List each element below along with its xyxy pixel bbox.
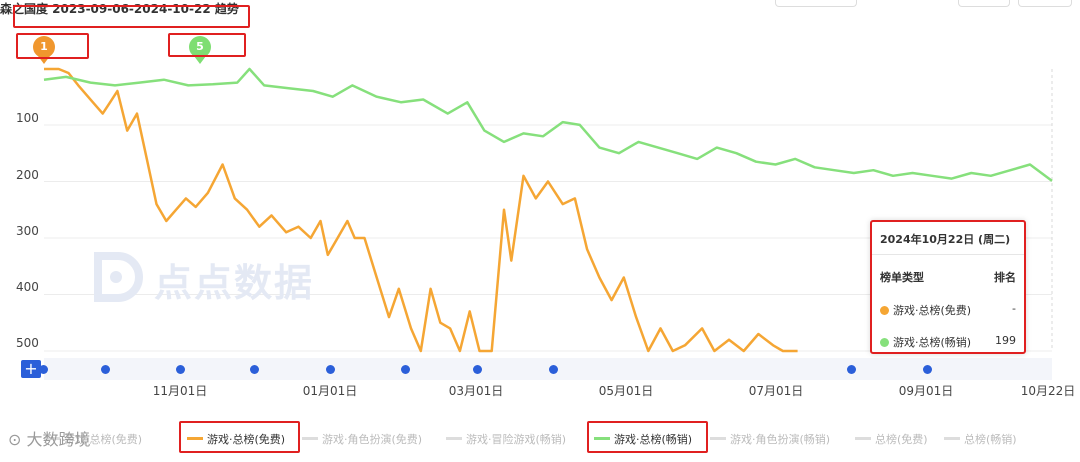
legend-label: 总榜(免费): [875, 433, 928, 446]
legend-label: 游戏·冒险游戏(畅销): [466, 433, 567, 446]
timeline-track: [44, 358, 1052, 380]
x-tick-label: 01月01日: [302, 384, 358, 398]
series-dot-icon: [880, 306, 889, 315]
legend-swatch: [710, 437, 726, 440]
timeline-dot[interactable]: [250, 365, 259, 374]
event-marker-5[interactable]: 5: [189, 36, 211, 58]
y-tick-label: 100: [16, 111, 39, 125]
timeline-dot[interactable]: [401, 365, 410, 374]
series-line-0: [44, 67, 798, 353]
x-tick-label: 03月01日: [448, 384, 504, 398]
tooltip-header-rank: 排名: [994, 271, 1016, 284]
bottom-watermark-text: 大数跨境: [26, 430, 91, 449]
timeline-dot[interactable]: [326, 365, 335, 374]
legend-item[interactable]: 游戏·冒险游戏(畅销): [446, 431, 566, 447]
chart-tooltip: 2024年10月22日 (周二) 榜单类型 排名 游戏·总榜(免费) - 游戏·…: [870, 220, 1026, 354]
legend-label: 总榜(畅销): [964, 433, 1017, 446]
series-dot-icon: [880, 338, 889, 347]
x-tick-label: 10月22日: [1020, 384, 1076, 398]
timeline-dot[interactable]: [549, 365, 558, 374]
tooltip-row: 游戏·总榜(畅销) 199: [880, 334, 1016, 350]
legend-label: 游戏·总榜(畅销): [614, 433, 693, 446]
timeline-dot[interactable]: [39, 365, 48, 374]
event-marker-1-label: 1: [40, 40, 48, 53]
tooltip-date: 2024年10月22日 (周二): [880, 233, 1011, 246]
legend-swatch: [855, 437, 871, 440]
timeline-dot[interactable]: [473, 365, 482, 374]
y-tick-label: 500: [16, 336, 39, 350]
bottom-watermark-icon: ⊙: [8, 430, 22, 449]
legend-swatch: [944, 437, 960, 440]
watermark-text: 点点数据: [154, 261, 315, 305]
legend-label: 游戏·角色扮演(畅销): [730, 433, 831, 446]
zoom-add-button[interactable]: +: [21, 360, 41, 378]
bottom-watermark: ⊙ 大数跨境: [8, 426, 91, 450]
legend-item-grossing-total[interactable]: 游戏·总榜(畅销): [594, 431, 692, 447]
legend-item[interactable]: 总榜(畅销): [944, 431, 1017, 447]
y-tick-label: 400: [16, 280, 39, 294]
legend-item[interactable]: 总榜(免费): [855, 431, 928, 447]
y-tick-label: 300: [16, 224, 39, 238]
marker-5-highlight-box: [168, 33, 246, 57]
toolbar-button[interactable]: [958, 0, 1010, 7]
timeline-dot[interactable]: [101, 365, 110, 374]
watermark-logo-icon: [94, 252, 143, 302]
legend-swatch: [44, 437, 60, 440]
legend-swatch: [302, 437, 318, 440]
legend-grossing-highlight-box: [587, 421, 708, 453]
event-marker-5-label: 5: [196, 40, 204, 53]
title-highlight-box: [13, 5, 250, 28]
tooltip-divider: [872, 254, 1024, 255]
tooltip-row-label: 游戏·总榜(畅销): [893, 336, 972, 349]
timeline-dot[interactable]: [176, 365, 185, 374]
x-tick-label: 09月01日: [898, 384, 954, 398]
y-tick-label: 200: [16, 168, 39, 182]
legend-item[interactable]: 游戏·角色扮演(畅销): [710, 431, 830, 447]
timeline-dot[interactable]: [847, 365, 856, 374]
tooltip-row-value: -: [1012, 302, 1016, 315]
legend-label: 游戏·角色扮演(免费): [322, 433, 423, 446]
event-marker-1-tail: [38, 56, 50, 64]
x-tick-label: 11月01日: [152, 384, 208, 398]
legend-item-free-total[interactable]: 游戏·总榜(免费): [187, 431, 285, 447]
event-marker-1[interactable]: 1: [33, 36, 55, 58]
legend-label: 游戏·总榜(免费): [64, 433, 143, 446]
series-line-1: [43, 67, 1053, 182]
legend-swatch: [594, 437, 610, 440]
legend-swatch: [187, 437, 203, 440]
tooltip-row-value: 199: [995, 334, 1016, 347]
legend-item[interactable]: 游戏·总榜(免费): [44, 431, 142, 447]
legend-label: 游戏·总榜(免费): [207, 433, 286, 446]
timeline-dot[interactable]: [923, 365, 932, 374]
x-tick-label: 07月01日: [748, 384, 804, 398]
toolbar-button[interactable]: [775, 0, 857, 7]
event-marker-5-tail: [194, 56, 206, 64]
legend-free-highlight-box: [179, 421, 300, 453]
marker-1-highlight-box: [16, 33, 89, 59]
legend-swatch: [446, 437, 462, 440]
tooltip-row-label: 游戏·总榜(免费): [893, 304, 972, 317]
tooltip-row: 游戏·总榜(免费) -: [880, 302, 1016, 318]
toolbar-button[interactable]: [1018, 0, 1072, 7]
x-tick-label: 05月01日: [598, 384, 654, 398]
tooltip-header-type: 榜单类型: [880, 271, 924, 284]
legend-item[interactable]: 游戏·角色扮演(免费): [302, 431, 422, 447]
